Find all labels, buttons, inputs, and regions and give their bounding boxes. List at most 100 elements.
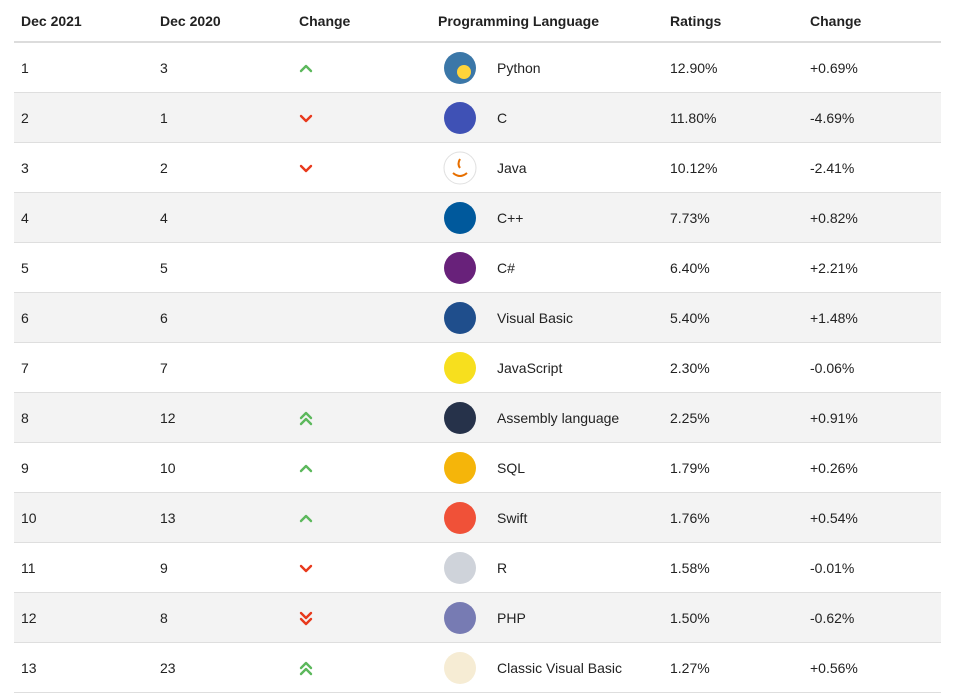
rating: 12.90%	[670, 60, 718, 76]
rank-previous: 13	[160, 510, 176, 526]
language-logo	[444, 402, 476, 434]
rating-change: +1.48%	[810, 310, 858, 326]
arrow-up	[299, 64, 313, 73]
table-row: 5 5 C# 6.40% +2.21%	[14, 243, 941, 293]
rank-previous: 12	[160, 410, 176, 426]
rating-change: -0.62%	[810, 610, 855, 626]
language-name: Java	[497, 160, 527, 176]
language-logo	[444, 502, 476, 534]
table-row: 9 10 SQL 1.79% +0.26%	[14, 443, 941, 493]
table-row: 4 4 C++ 7.73% +0.82%	[14, 193, 941, 243]
rank-current: 8	[21, 410, 29, 426]
table-row: 11 9 R 1.58% -0.01%	[14, 543, 941, 593]
table-row: 1 3 Python 12.90% +0.69%	[14, 43, 941, 93]
arrow-down	[299, 114, 313, 123]
language-logo	[444, 452, 476, 484]
table-row: 10 13 Swift 1.76% +0.54%	[14, 493, 941, 543]
rank-previous: 6	[160, 310, 168, 326]
language-name: PHP	[497, 610, 526, 626]
rank-current: 5	[21, 260, 29, 276]
rank-previous: 8	[160, 610, 168, 626]
arrow-down	[299, 564, 313, 573]
language-name: JavaScript	[497, 360, 563, 376]
rating: 10.12%	[670, 160, 718, 176]
rank-current: 2	[21, 110, 29, 126]
rank-previous: 10	[160, 460, 176, 476]
rank-current: 10	[21, 510, 37, 526]
header-cell: Change	[810, 13, 862, 29]
language-name: Classic Visual Basic	[497, 660, 623, 676]
language-logo	[444, 202, 476, 234]
arrow-down	[299, 164, 313, 173]
rating: 5.40%	[670, 310, 710, 326]
language-logo	[444, 352, 476, 384]
rating-change: +0.69%	[810, 60, 858, 76]
header-cell: Change	[299, 13, 351, 29]
rank-current: 12	[21, 610, 37, 626]
rating-change: +0.26%	[810, 460, 858, 476]
header-cell: Dec 2020	[160, 13, 221, 29]
rating: 1.58%	[670, 560, 710, 576]
rank-current: 11	[21, 560, 36, 576]
language-name: SQL	[497, 460, 526, 476]
header-row: Dec 2021 Dec 2020 Change Programming Langua…	[14, 0, 941, 43]
language-logo	[444, 52, 476, 84]
rating: 1.79%	[670, 460, 710, 476]
rating: 6.40%	[670, 260, 710, 276]
rating-change: +0.56%	[810, 660, 858, 676]
rating-change: +2.21%	[810, 260, 858, 276]
rank-current: 1	[21, 60, 29, 76]
rank-previous: 7	[160, 360, 168, 376]
language-logo	[444, 652, 476, 684]
language-name: C	[497, 110, 508, 126]
language-name: C#	[497, 260, 515, 276]
table-row: 12 8 PHP 1.50% -0.62%	[14, 593, 941, 643]
rating: 1.76%	[670, 510, 710, 526]
rank-previous: 4	[160, 210, 168, 226]
language-name: R	[497, 560, 508, 576]
rank-previous: 3	[160, 60, 168, 76]
language-name: Python	[497, 60, 541, 76]
arrow-up	[299, 514, 313, 523]
rank-current: 9	[21, 460, 29, 476]
arrow-up	[299, 464, 313, 473]
language-logo	[444, 602, 476, 634]
rank-current: 3	[21, 160, 29, 176]
rating-change: -0.06%	[810, 360, 855, 376]
language-name: Visual Basic	[497, 310, 574, 326]
rating-change: +0.91%	[810, 410, 858, 426]
language-logo	[444, 252, 476, 284]
rank-previous: 2	[160, 160, 168, 176]
header-cell: Programming Language	[438, 13, 600, 29]
arrow-up	[299, 661, 313, 676]
header-cell: Ratings	[670, 13, 722, 29]
rank-previous: 9	[160, 560, 168, 576]
rank-current: 4	[21, 210, 29, 226]
table-row: 6 6 Visual Basic 5.40% +1.48%	[14, 293, 941, 343]
rating-change: +0.54%	[810, 510, 858, 526]
rating-change: -4.69%	[810, 110, 855, 126]
rating-change: -2.41%	[810, 160, 855, 176]
language-logo	[444, 552, 476, 584]
rank-current: 6	[21, 310, 29, 326]
table-row: 7 7 JavaScript 2.30% -0.06%	[14, 343, 941, 393]
arrow-down	[299, 611, 313, 626]
arrow-up	[299, 411, 313, 426]
rank-current: 7	[21, 360, 29, 376]
rank-previous: 5	[160, 260, 168, 276]
rating: 11.80%	[670, 110, 717, 126]
rating: 1.27%	[670, 660, 710, 676]
language-logo	[444, 102, 476, 134]
rating-change: +0.82%	[810, 210, 858, 226]
language-name: Assembly language	[497, 410, 620, 426]
rating: 1.50%	[670, 610, 710, 626]
language-logo	[444, 302, 476, 334]
language-name: Swift	[497, 510, 528, 526]
language-logo	[443, 151, 477, 185]
rating: 7.73%	[670, 210, 710, 226]
language-name: C++	[497, 210, 524, 226]
table-row: 8 12 Assembly language 2.25% +0.91%	[14, 393, 941, 443]
rank-current: 13	[21, 660, 37, 676]
table-row: 3 2 Java 10.12% -2.41%	[14, 143, 941, 193]
